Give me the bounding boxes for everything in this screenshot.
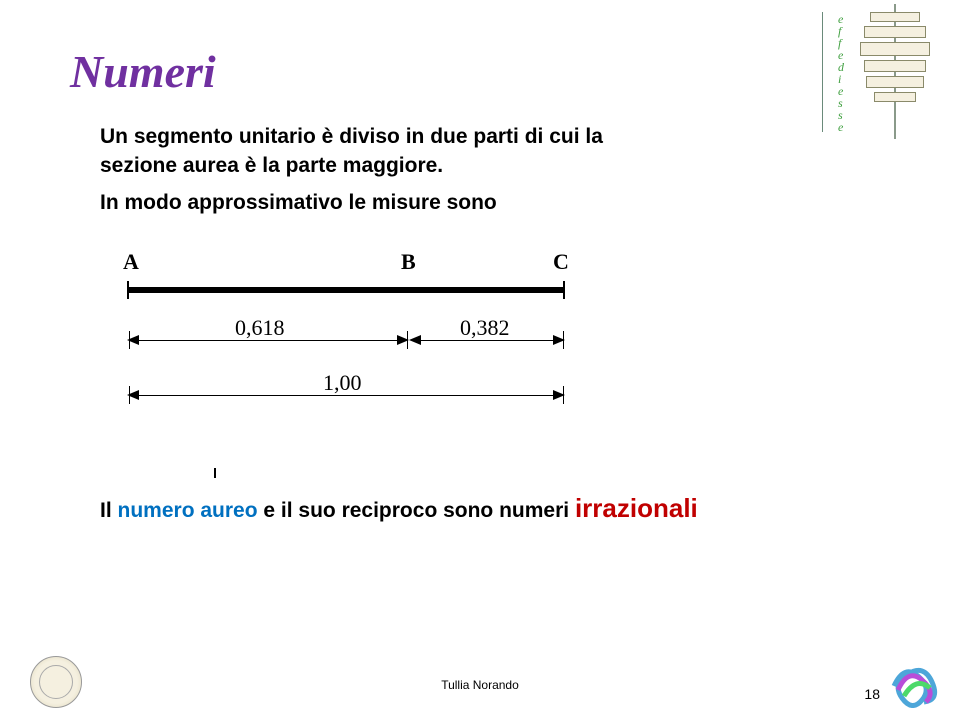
arrow-icon (551, 388, 565, 402)
point-c-label: C (553, 249, 569, 275)
sidebar-vline (822, 12, 823, 132)
value-ab: 0,618 (235, 315, 285, 341)
sidebar-rect (866, 76, 924, 88)
segment-diagram: A B C 0,618 0,382 1,00 (105, 245, 593, 435)
sidebar-decoration: e f f e d i e s s e (822, 12, 932, 132)
point-a-label: A (123, 249, 139, 275)
intro-text-2: In modo approssimativo le misure sono (100, 188, 680, 217)
sidebar-rect (860, 42, 930, 56)
university-logo-icon (30, 656, 82, 708)
sidebar-rect (864, 26, 926, 38)
sidebar-rect (874, 92, 916, 102)
conclusion-text: Il numero aureo e il suo reciproco sono … (100, 490, 698, 526)
value-bc: 0,382 (460, 315, 510, 341)
footer-author: Tullia Norando (0, 678, 960, 692)
arrow-icon (395, 333, 409, 347)
tick-c (563, 281, 565, 299)
irrational-term: irrazionali (575, 493, 698, 523)
arrow-icon (551, 333, 565, 347)
value-total: 1,00 (323, 370, 362, 396)
intro-text: Un segmento unitario è diviso in due par… (100, 122, 680, 181)
sidebar-letter: e (838, 120, 843, 135)
knot-logo-icon (884, 656, 942, 708)
golden-number-term: numero aureo (118, 499, 258, 522)
conclusion-mid: e il suo reciproco sono numeri (258, 499, 575, 522)
tick-a (127, 281, 129, 299)
sidebar-rect (870, 12, 920, 22)
sidebar-rect (864, 60, 926, 72)
conclusion-prefix: Il (100, 499, 118, 522)
arrow-icon (127, 388, 141, 402)
page-number: 18 (864, 686, 880, 702)
slide-title: Numeri (70, 45, 216, 98)
point-b-label: B (401, 249, 416, 275)
arrow-icon (409, 333, 423, 347)
arrow-icon (127, 333, 141, 347)
main-segment (127, 287, 565, 293)
small-tick-icon (214, 468, 216, 478)
